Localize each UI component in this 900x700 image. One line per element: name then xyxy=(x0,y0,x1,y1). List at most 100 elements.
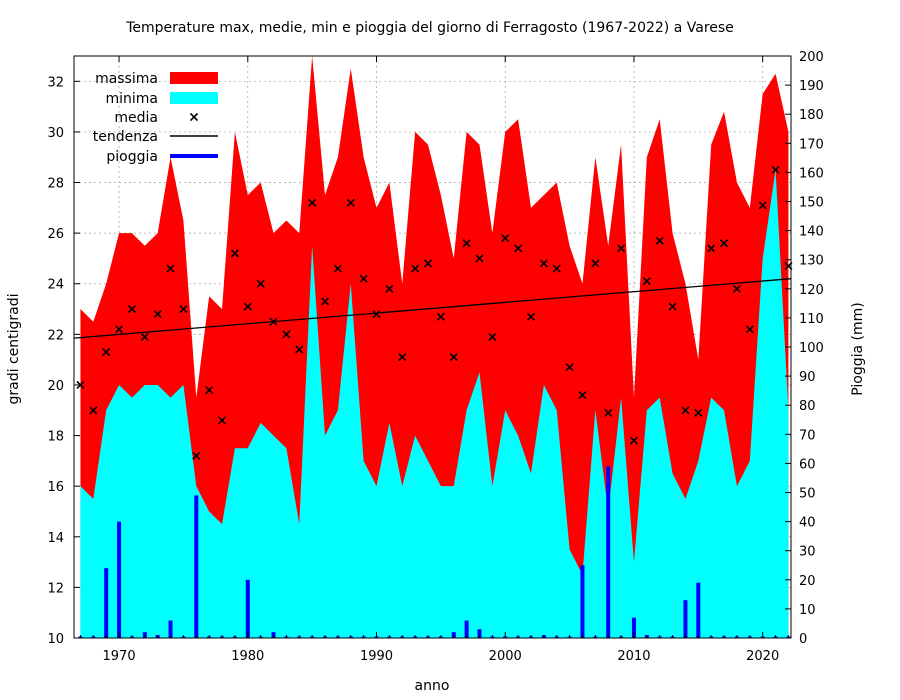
y-tick-label: 20 xyxy=(47,379,64,394)
media-point xyxy=(758,201,767,210)
media-point xyxy=(591,259,600,268)
media-point xyxy=(192,451,201,460)
rain-bar xyxy=(117,521,122,638)
media-point xyxy=(552,264,561,273)
media-point xyxy=(269,317,278,326)
media-point xyxy=(694,408,703,417)
mean-markers xyxy=(76,165,793,460)
y2-tick-label: 110 xyxy=(799,312,824,327)
y2-tick-label: 130 xyxy=(799,254,824,269)
y-tick-label: 10 xyxy=(47,632,64,647)
media-point xyxy=(514,244,523,253)
legend: massima minima media tendenza pioggia xyxy=(93,71,218,165)
media-point xyxy=(604,408,613,417)
legend-label-massima: massima xyxy=(95,71,158,87)
media-point xyxy=(153,310,162,319)
media-point xyxy=(423,259,433,268)
media-point xyxy=(333,264,342,273)
rain-bar xyxy=(245,579,250,638)
media-point xyxy=(76,380,85,390)
media-point xyxy=(642,277,651,286)
x-tick-label: 2020 xyxy=(746,649,779,664)
y-axis-label: gradi centigradi xyxy=(6,293,22,404)
y2-tick-label: 20 xyxy=(799,574,816,589)
media-point xyxy=(411,264,420,273)
rain-bar xyxy=(194,495,199,638)
rain-bar xyxy=(683,600,688,638)
trend-line xyxy=(73,278,792,339)
y2-tick-label: 190 xyxy=(799,79,824,94)
media-point xyxy=(179,304,188,314)
x-tick-label: 1980 xyxy=(231,649,264,664)
y2-tick-label: 0 xyxy=(799,632,807,647)
y2-tick-label: 140 xyxy=(799,225,824,240)
media-point xyxy=(140,332,149,341)
rain-bar xyxy=(606,466,611,638)
media-point xyxy=(359,274,368,283)
legend-swatch-minima xyxy=(170,92,218,104)
rain-bar xyxy=(104,568,109,638)
media-point xyxy=(256,279,265,288)
axes: 10 12 14 16 18 20 22 24 26 28 30 32 0 10 20 30 40 50 60 70 8… xyxy=(47,50,823,664)
media-point xyxy=(629,436,639,445)
y-tick-label: 14 xyxy=(47,531,64,546)
media-point xyxy=(398,353,407,362)
y2-tick-label: 120 xyxy=(799,283,824,298)
y2-tick-label: 30 xyxy=(799,545,816,560)
media-point xyxy=(102,347,111,357)
media-point xyxy=(243,302,252,311)
temperature-bands xyxy=(80,56,789,638)
rain-bar xyxy=(464,620,469,638)
media-point xyxy=(565,363,574,372)
media-point xyxy=(114,325,124,334)
y2-tick-label: 200 xyxy=(799,50,824,65)
media-point xyxy=(217,416,227,425)
media-point xyxy=(578,391,587,400)
chart-title: Temperature max, medie, min e pioggia de… xyxy=(125,20,734,36)
legend-label-tendenza: tendenza xyxy=(93,129,158,145)
y2-axis-label: Pioggia (mm) xyxy=(850,302,866,395)
y2-tick-label: 40 xyxy=(799,516,816,531)
media-point xyxy=(295,345,304,354)
y-tick-label: 24 xyxy=(47,278,64,293)
legend-swatch-massima xyxy=(170,72,218,84)
media-point xyxy=(771,165,780,174)
y-tick-label: 18 xyxy=(47,430,64,445)
y-tick-label: 16 xyxy=(47,480,64,495)
y2-tick-label: 170 xyxy=(799,137,824,152)
media-point xyxy=(668,302,677,311)
y-tick-label: 32 xyxy=(47,75,64,90)
tendenza-line xyxy=(73,278,792,339)
x-tick-label: 2000 xyxy=(489,649,522,664)
media-point xyxy=(707,244,716,253)
media-point xyxy=(462,239,471,248)
media-point xyxy=(719,239,729,248)
rain-bar xyxy=(580,565,585,638)
media-point xyxy=(539,259,548,268)
minima-area xyxy=(80,169,789,638)
rain-bar xyxy=(477,629,482,638)
media-point xyxy=(655,236,664,245)
media-point xyxy=(501,234,510,243)
media-point xyxy=(449,353,458,362)
media-point xyxy=(89,406,98,415)
y2-tick-label: 160 xyxy=(799,166,824,181)
y-tick-label: 12 xyxy=(47,581,64,596)
media-point xyxy=(488,332,497,341)
media-point xyxy=(617,244,626,253)
y2-tick-label: 50 xyxy=(799,487,816,502)
y-tick-label: 26 xyxy=(47,227,64,242)
y2-tick-label: 80 xyxy=(799,399,816,414)
x-tick-label: 1970 xyxy=(103,649,136,664)
rain-bar xyxy=(168,620,173,638)
media-point xyxy=(526,312,536,321)
media-point xyxy=(732,284,742,293)
y2-tick-label: 150 xyxy=(799,196,824,211)
rain-bar xyxy=(696,582,701,638)
media-point xyxy=(385,284,394,293)
media-point xyxy=(436,312,445,321)
media-point xyxy=(320,297,330,306)
legend-swatch-media xyxy=(189,112,199,122)
